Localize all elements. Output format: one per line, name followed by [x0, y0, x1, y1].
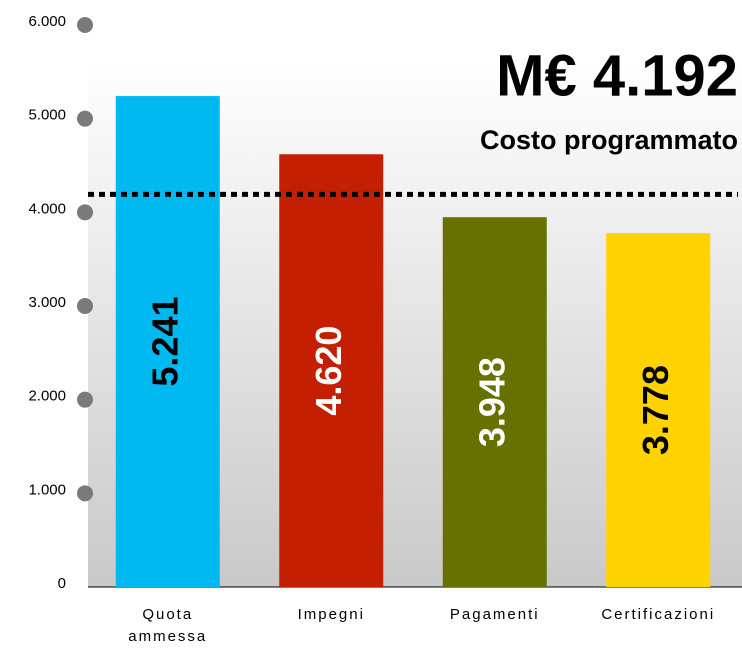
tick-dot — [77, 110, 93, 127]
bar — [279, 154, 384, 587]
y-tick-label: 6.000 — [28, 13, 66, 30]
y-tick-label: 1.000 — [28, 481, 66, 498]
x-tick-label: Quota ammessa — [128, 606, 208, 645]
bar — [115, 96, 220, 587]
bar — [606, 233, 711, 588]
tick-dot — [77, 485, 93, 502]
x-tick-label: Impegni — [297, 606, 365, 623]
tick-dot — [77, 204, 93, 221]
value-label: 3.778 — [635, 365, 676, 455]
tick-dot — [77, 17, 93, 33]
y-tick-label: 4.000 — [28, 200, 66, 217]
x-tick-label: Certificazioni — [601, 606, 716, 623]
y-tick-label: 5.000 — [28, 107, 66, 124]
y-tick-label: 3.000 — [28, 294, 66, 311]
y-tick-label: 0 — [58, 575, 66, 592]
value-label: 4.620 — [308, 326, 349, 416]
tick-dot — [77, 391, 93, 408]
bar — [442, 217, 547, 588]
x-tick-label: Pagamenti — [449, 606, 540, 623]
tick-dot — [77, 298, 93, 314]
value-label: 3.948 — [471, 357, 512, 447]
reference-value: M€ 4.192 — [496, 43, 738, 108]
y-tick-label: 2.000 — [28, 388, 66, 405]
reference-text: Costo programmato — [480, 125, 738, 155]
value-label: 5.241 — [144, 296, 185, 386]
